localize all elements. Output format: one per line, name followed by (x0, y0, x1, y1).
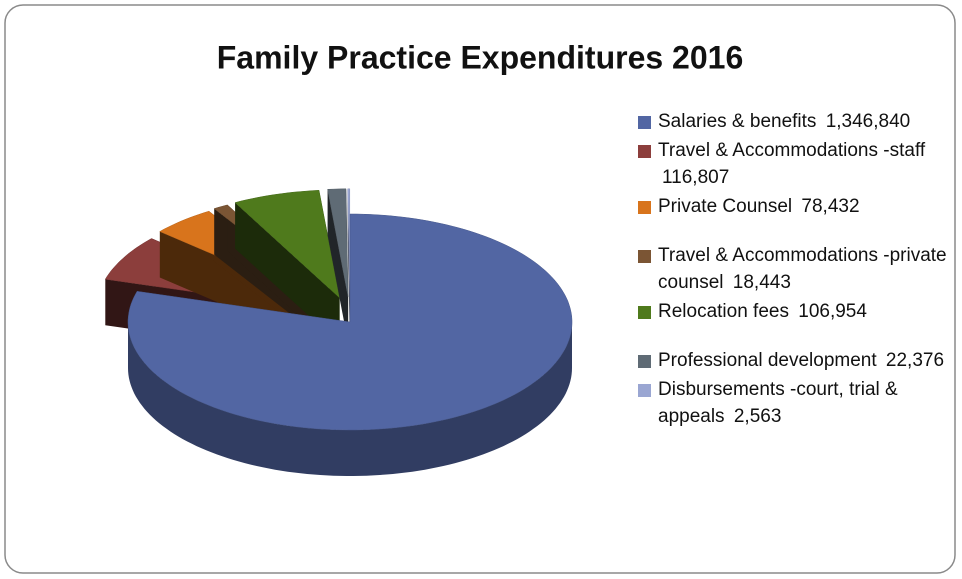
legend-swatch (638, 384, 651, 397)
legend-label: Salaries & benefits (658, 111, 817, 132)
legend-entry: Professional development 22,376 (636, 347, 952, 374)
legend-value: 116,807 (662, 167, 730, 188)
legend-entry: Private Counsel 78,432 (636, 193, 952, 220)
legend-value: 18,443 (732, 272, 791, 293)
slice-side (128, 322, 572, 476)
legend: Salaries & benefits 1,346,840 Travel & Ac… (636, 108, 952, 432)
legend-label: Private Counsel (658, 196, 793, 217)
legend-entry: Travel & Accommodations -private counsel… (636, 242, 952, 296)
slice (327, 188, 349, 297)
legend-label: Travel & Accommodations -staff (658, 140, 926, 161)
slice (234, 190, 340, 299)
legend-value: 22,376 (885, 350, 945, 371)
legend-label: Disbursements -court, trial & appeals (658, 379, 898, 427)
legend-value: 2,563 (733, 406, 782, 427)
legend-entry: Travel & Accommodations -staff 116,807 (636, 137, 952, 191)
slice-side (235, 202, 340, 344)
legend-swatch (638, 116, 651, 129)
legend-entry: Salaries & benefits 1,346,840 (636, 108, 952, 135)
chart-title: Family Practice Expenditures 2016 (217, 39, 743, 75)
legend-swatch (638, 250, 651, 263)
legend-swatch (638, 201, 651, 214)
legend-label: Travel & Accommodations -private counsel (658, 245, 947, 293)
slice-side (327, 189, 349, 343)
legend-swatch (638, 145, 651, 158)
legend-value: 1,346,840 (825, 111, 911, 132)
legend-entry: Relocation fees 106,954 (636, 298, 952, 325)
legend-label: Relocation fees (658, 301, 789, 322)
legend-swatch (638, 306, 651, 319)
legend-value: 78,432 (801, 196, 860, 217)
legend-label: Professional development (658, 350, 877, 371)
legend-value: 106,954 (798, 301, 867, 322)
slice (127, 213, 573, 431)
legend-swatch (638, 355, 651, 368)
legend-entry: Disbursements -court, trial & appeals 2,… (636, 376, 952, 430)
